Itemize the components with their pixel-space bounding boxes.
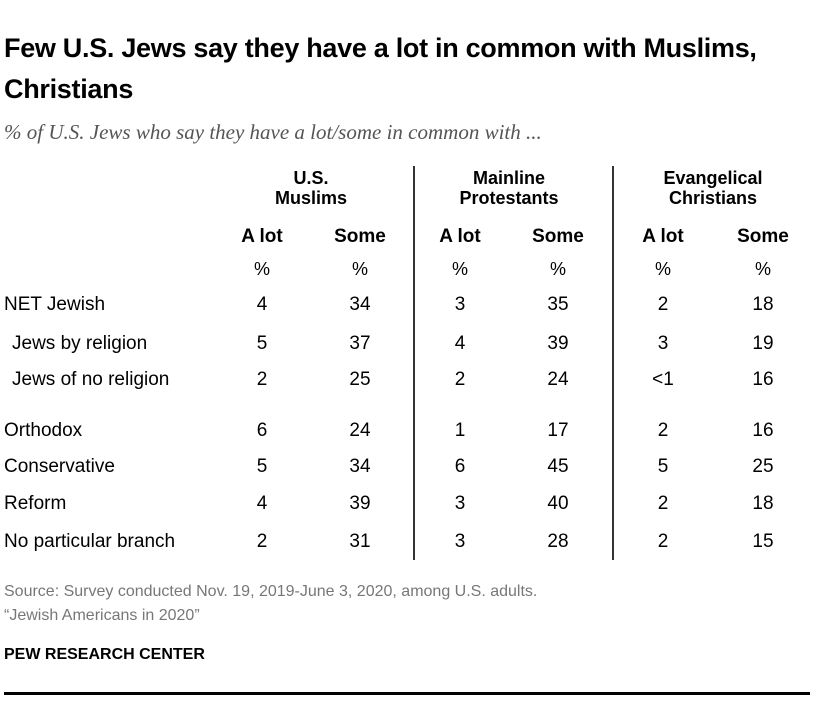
table-cell: 40: [547, 493, 569, 514]
chart-subtitle: % of U.S. Jews who say they have a lot/s…: [4, 120, 542, 144]
column-header: Some: [737, 226, 789, 247]
table-cell: 2: [256, 531, 268, 552]
table-cell: 18: [752, 294, 774, 315]
table-cell: 25: [752, 456, 774, 477]
brand-label: PEW RESEARCH CENTER: [4, 646, 205, 663]
table-cell: 3: [454, 493, 466, 514]
table-cell: 2: [657, 531, 669, 552]
unit-label: %: [451, 259, 468, 279]
row-label: Conservative: [4, 456, 115, 477]
table-cell: 2: [657, 294, 669, 315]
table-cell: 16: [752, 420, 774, 441]
table-cell: 3: [454, 531, 466, 552]
unit-label: %: [754, 259, 771, 279]
row-label: Jews of no religion: [12, 369, 170, 390]
table-cell: 24: [547, 369, 569, 390]
unit-label: %: [253, 259, 270, 279]
table-cell: 35: [547, 294, 569, 315]
table-cell: 4: [256, 493, 268, 514]
table-cell: 39: [547, 333, 569, 354]
table-cell: 2: [657, 493, 669, 514]
table-cell: 28: [547, 531, 569, 552]
column-header: Some: [532, 226, 584, 247]
source-note: Source: Survey conducted Nov. 19, 2019-J…: [4, 580, 537, 628]
table-cell: 16: [752, 369, 774, 390]
group-header-line: U.S.: [293, 168, 329, 188]
group-header: U.S. Muslims: [221, 168, 401, 208]
group-header: Mainline Protestants: [419, 168, 599, 208]
table-cell: 19: [752, 333, 774, 354]
table-cell: 6: [256, 420, 268, 441]
table-cell: 4: [256, 294, 268, 315]
row-label: Orthodox: [4, 420, 83, 441]
column-header: A lot: [642, 226, 684, 247]
table-cell: 5: [256, 333, 268, 354]
table-cell: 45: [547, 456, 569, 477]
table-cell: 4: [454, 333, 466, 354]
chart-title: Few U.S. Jews say they have a lot in com…: [4, 33, 757, 104]
group-header-line: Mainline: [472, 168, 545, 188]
table-cell: 18: [752, 493, 774, 514]
table-cell: 1: [454, 420, 466, 441]
table-cell: 39: [349, 493, 371, 514]
row-label: Jews by religion: [12, 333, 148, 354]
table-cell: 24: [349, 420, 371, 441]
row-label: No particular branch: [4, 531, 176, 552]
group-header-line: Evangelical: [663, 168, 763, 188]
table-cell: 5: [256, 456, 268, 477]
column-header: A lot: [241, 226, 283, 247]
table-cell: 2: [256, 369, 268, 390]
group-header-line: Christians: [668, 188, 758, 208]
table-cell: 31: [349, 531, 371, 552]
row-label: Reform: [4, 493, 67, 514]
table-cell: 3: [454, 294, 466, 315]
group-header-line: Muslims: [274, 188, 348, 208]
source-text: Source: Survey conducted Nov. 19, 2019-J…: [4, 583, 538, 600]
table-cell: <1: [652, 369, 674, 390]
group-header-line: Protestants: [459, 188, 559, 208]
column-divider: [413, 166, 415, 560]
table-cell: 2: [454, 369, 466, 390]
column-divider: [612, 166, 614, 560]
table-cell: 37: [349, 333, 371, 354]
row-label: NET Jewish: [4, 294, 106, 315]
unit-label: %: [549, 259, 566, 279]
table-cell: 34: [349, 294, 371, 315]
table-cell: 5: [657, 456, 669, 477]
group-header: Evangelical Christians: [623, 168, 803, 208]
column-header: A lot: [439, 226, 481, 247]
unit-label: %: [654, 259, 671, 279]
table-cell: 15: [752, 531, 774, 552]
column-header: Some: [334, 226, 386, 247]
table-cell: 3: [657, 333, 669, 354]
table-cell: 34: [349, 456, 371, 477]
table-cell: 25: [349, 369, 371, 390]
bottom-rule: [4, 692, 810, 695]
table-cell: 2: [657, 420, 669, 441]
table-cell: 17: [547, 420, 569, 441]
report-title: “Jewish Americans in 2020”: [4, 607, 200, 624]
table-cell: 6: [454, 456, 466, 477]
unit-label: %: [351, 259, 368, 279]
